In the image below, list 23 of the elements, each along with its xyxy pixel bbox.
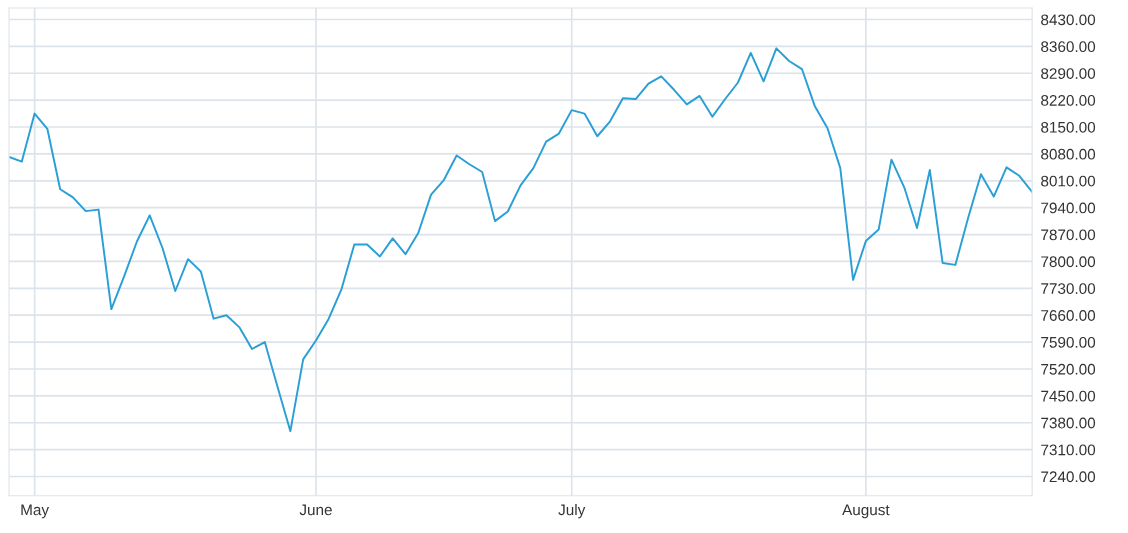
x-tick-label: August (842, 504, 890, 519)
y-tick-label: 8290.00 (1041, 68, 1096, 79)
y-tick-label: 7730.00 (1041, 283, 1096, 295)
x-tick-label: May (21, 504, 49, 519)
y-tick-label: 7800.00 (1041, 256, 1096, 268)
y-tick-label: 8360.00 (1041, 41, 1096, 53)
y-tick-label: 8010.00 (1041, 175, 1096, 187)
y-tick-label: 7450.00 (1041, 390, 1096, 402)
y-tick-label: 7310.00 (1041, 444, 1096, 456)
x-tick-label: July (558, 504, 586, 519)
line-series (9, 47, 1033, 433)
y-tick-label: 8150.00 (1041, 121, 1096, 133)
y-tick-label: 7240.00 (1041, 471, 1096, 483)
x-tick-label: June (299, 504, 332, 516)
y-tick-label: 8080.00 (1041, 148, 1096, 160)
y-tick-label: 7520.00 (1041, 363, 1096, 375)
y-tick-label: 8430.00 (1041, 14, 1096, 26)
y-tick-label: 7590.00 (1041, 336, 1096, 348)
y-tick-label: 7870.00 (1041, 229, 1096, 241)
y-tick-label: 7660.00 (1041, 310, 1096, 321)
y-tick-label: 7940.00 (1041, 202, 1096, 214)
y-tick-label: 8220.00 (1041, 95, 1096, 106)
y-tick-label: 7380.00 (1041, 417, 1096, 429)
